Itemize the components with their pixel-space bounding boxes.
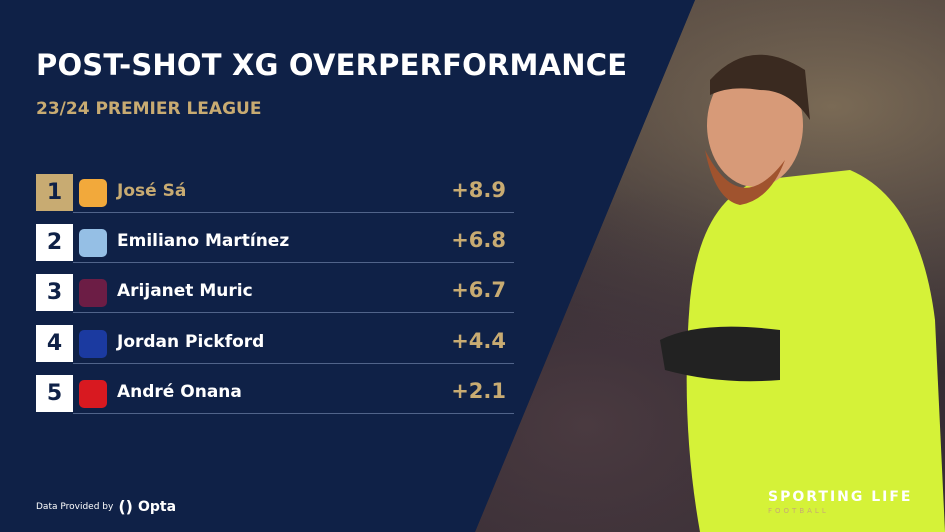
rank-badge: 2 <box>36 224 73 262</box>
psxg-value: +8.9 <box>451 178 506 202</box>
row-divider <box>73 312 514 314</box>
credit-text: Data Provided by <box>36 501 114 512</box>
rank-badge: 4 <box>36 324 73 362</box>
page-title: POST-SHOT XG OVERPERFORMANCE <box>36 48 628 82</box>
rank-badge: 3 <box>36 274 73 312</box>
ranking-row: 3 Arijanet Muric +6.7 <box>36 274 514 314</box>
brand-subtitle: FOOTBALL <box>768 507 829 515</box>
psxg-value: +2.1 <box>451 378 506 403</box>
ranking-row: 5 André Onana +2.1 <box>36 374 514 414</box>
ranking-row: 2 Emiliano Martínez +6.8 <box>36 224 514 264</box>
player-name: Arijanet Muric <box>117 281 253 302</box>
ranking-row: 1 José Sá +8.9 <box>36 174 514 213</box>
row-divider <box>73 262 514 264</box>
rank-badge: 5 <box>36 374 73 412</box>
psxg-value: +6.8 <box>451 228 506 253</box>
opta-logo-icon: () <box>118 497 133 516</box>
man-united-crest-icon <box>79 379 107 408</box>
wolves-crest-icon <box>79 179 107 207</box>
player-name: André Onana <box>117 381 242 402</box>
aston-villa-crest-icon <box>79 229 107 258</box>
provider-name: Opta <box>137 498 177 515</box>
row-divider <box>73 362 514 364</box>
psxg-value: +4.4 <box>451 328 506 353</box>
rank-badge: 1 <box>36 174 73 211</box>
row-divider <box>73 412 514 414</box>
data-credit: Data Provided by () Opta <box>36 497 176 516</box>
row-divider <box>73 212 514 213</box>
ranking-row: 4 Jordan Pickford +4.4 <box>36 324 514 364</box>
burnley-crest-icon <box>79 279 107 308</box>
psxg-value: +6.7 <box>451 278 506 303</box>
subtitle: 23/24 PREMIER LEAGUE <box>36 99 262 119</box>
player-name: José Sá <box>117 181 187 201</box>
everton-crest-icon <box>79 329 107 358</box>
brand-logo: SPORTING LIFE <box>768 489 913 505</box>
player-name: Emiliano Martínez <box>117 231 290 252</box>
player-name: Jordan Pickford <box>117 331 265 352</box>
